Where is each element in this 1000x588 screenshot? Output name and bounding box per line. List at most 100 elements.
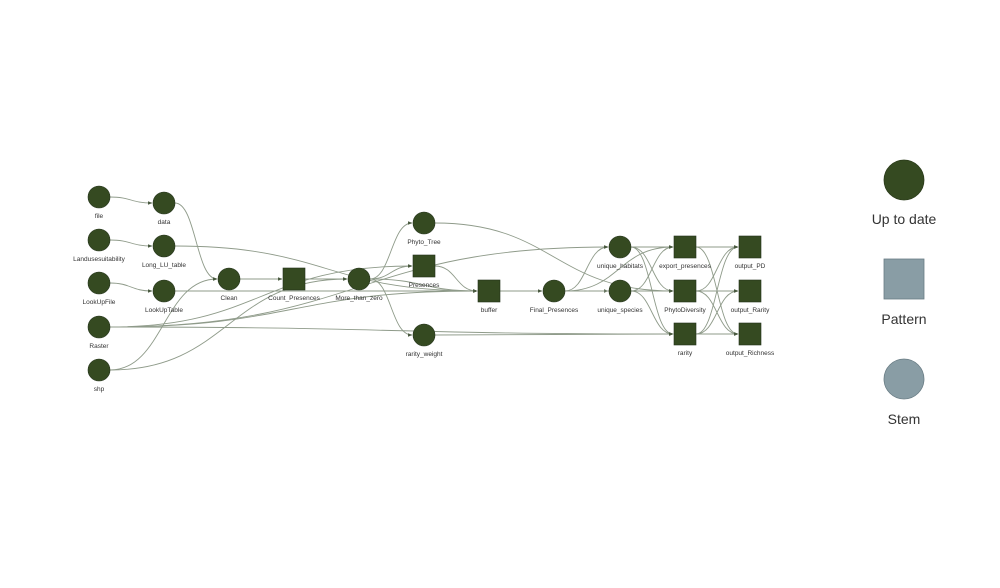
edge-Final_Presences-to-export_presences xyxy=(564,245,674,292)
node-label-Phyto_Tree: Phyto_Tree xyxy=(407,239,441,246)
node-label-Landusesuitability: Landusesuitability xyxy=(73,256,125,263)
node-output_Richness[interactable]: output_Richness xyxy=(726,322,775,357)
node-shape-LookUpFile[interactable] xyxy=(87,271,111,295)
edge-PhytoDiversity-to-output_PD xyxy=(695,245,739,292)
node-shape-rarity[interactable] xyxy=(673,322,697,346)
node-label-output_PD: output_PD xyxy=(735,263,766,270)
node-label-rarity_weight: rarity_weight xyxy=(406,351,443,358)
node-shape-Landusesuitability[interactable] xyxy=(87,228,111,252)
node-shape-export_presences[interactable] xyxy=(673,235,697,259)
edge-More_than_zero-to-buffer xyxy=(369,278,478,293)
node-label-Raster: Raster xyxy=(89,343,109,350)
node-label-PhytoDiversity: PhytoDiversity xyxy=(664,307,706,314)
node-Count_Presences[interactable]: Count_Presences xyxy=(268,267,321,302)
node-shape-data[interactable] xyxy=(152,191,176,215)
node-buffer[interactable]: buffer xyxy=(477,279,501,314)
node-label-Clean: Clean xyxy=(221,295,238,302)
edge-unique_species-to-rarity xyxy=(630,290,674,336)
edge-Landusesuitability-to-Long_LU_table xyxy=(109,239,153,248)
node-shape-rarity_weight[interactable] xyxy=(412,323,436,347)
edge-unique_habitats-to-rarity xyxy=(630,246,674,336)
node-Clean[interactable]: Clean xyxy=(217,267,241,302)
node-label-unique_habitats: unique_habitats xyxy=(597,263,644,270)
node-rarity[interactable]: rarity xyxy=(673,322,697,357)
node-data[interactable]: data xyxy=(152,191,176,226)
node-label-Long_LU_table: Long_LU_table xyxy=(142,262,186,269)
edge-shp-to-More_than_zero xyxy=(109,277,348,371)
node-output_PD[interactable]: output_PD xyxy=(735,235,766,270)
node-label-shp: shp xyxy=(94,386,105,393)
node-rarity_weight[interactable]: rarity_weight xyxy=(406,323,443,358)
node-Raster[interactable]: Raster xyxy=(87,315,111,350)
node-Phyto_Tree[interactable]: Phyto_Tree xyxy=(407,211,441,246)
node-shape-unique_species[interactable] xyxy=(608,279,632,303)
node-label-rarity: rarity xyxy=(678,350,693,357)
node-LookUpTable[interactable]: LookUpTable xyxy=(145,279,183,314)
edge-Long_LU_table-to-buffer xyxy=(174,245,478,293)
node-label-export_presences: export_presences xyxy=(659,263,711,270)
node-More_than_zero[interactable]: More_than_zero xyxy=(335,267,383,302)
node-shape-buffer[interactable] xyxy=(477,279,501,303)
node-label-LookUpFile: LookUpFile xyxy=(83,299,116,306)
legend-stem-swatch xyxy=(883,358,925,400)
node-label-More_than_zero: More_than_zero xyxy=(335,295,383,302)
node-shape-LookUpTable[interactable] xyxy=(152,279,176,303)
edge-export_presences-to-output_Richness xyxy=(695,246,739,336)
edge-shp-to-Clean xyxy=(109,277,218,371)
node-label-output_Richness: output_Richness xyxy=(726,350,775,357)
node-label-Count_Presences: Count_Presences xyxy=(268,295,320,302)
node-shape-More_than_zero[interactable] xyxy=(347,267,371,291)
node-shape-file[interactable] xyxy=(87,185,111,209)
legend-up-to-date-swatch xyxy=(883,159,925,201)
node-label-data: data xyxy=(158,219,171,226)
node-shape-Count_Presences[interactable] xyxy=(282,267,306,291)
edge-data-to-Clean xyxy=(174,202,218,281)
legend-pattern-swatch xyxy=(883,258,925,300)
node-shape-output_PD[interactable] xyxy=(738,235,762,259)
node-shape-Raster[interactable] xyxy=(87,315,111,339)
node-shape-unique_habitats[interactable] xyxy=(608,235,632,259)
node-shape-shp[interactable] xyxy=(87,358,111,382)
legend-stem-label: Stem xyxy=(888,411,921,427)
node-unique_habitats[interactable]: unique_habitats xyxy=(597,235,644,270)
edge-rarity_weight-to-rarity xyxy=(434,332,674,336)
node-export_presences[interactable]: export_presences xyxy=(659,235,712,270)
node-shape-Phyto_Tree[interactable] xyxy=(412,211,436,235)
node-label-Presences: Presences xyxy=(409,282,440,289)
node-shape-Clean[interactable] xyxy=(217,267,241,291)
node-PhytoDiversity[interactable]: PhytoDiversity xyxy=(664,279,707,314)
edge-Final_Presences-to-unique_habitats xyxy=(564,245,609,292)
legend-up-to-date-label: Up to date xyxy=(872,211,937,227)
node-LookUpFile[interactable]: LookUpFile xyxy=(83,271,116,306)
node-shape-Final_Presences[interactable] xyxy=(542,279,566,303)
edge-More_than_zero-to-Phyto_Tree xyxy=(369,221,413,280)
edge-file-to-data xyxy=(109,196,153,205)
node-label-file: file xyxy=(95,213,104,220)
node-Final_Presences[interactable]: Final_Presences xyxy=(530,279,579,314)
node-Long_LU_table[interactable]: Long_LU_table xyxy=(142,234,186,269)
node-Presences[interactable]: Presences xyxy=(409,254,440,289)
node-label-unique_species: unique_species xyxy=(597,307,643,314)
node-shape-Long_LU_table[interactable] xyxy=(152,234,176,258)
node-label-LookUpTable: LookUpTable xyxy=(145,307,183,314)
node-output_Rarity[interactable]: output_Rarity xyxy=(731,279,770,314)
node-shape-Presences[interactable] xyxy=(412,254,436,278)
edge-LookUpFile-to-LookUpTable xyxy=(109,282,153,293)
edge-unique_species-to-export_presences xyxy=(630,245,674,292)
node-label-Final_Presences: Final_Presences xyxy=(530,307,579,314)
node-label-output_Rarity: output_Rarity xyxy=(731,307,770,314)
node-file[interactable]: file xyxy=(87,185,111,220)
edge-More_than_zero-to-rarity_weight xyxy=(369,278,413,337)
edge-rarity-to-output_Rarity xyxy=(695,289,739,335)
node-shp[interactable]: shp xyxy=(87,358,111,393)
node-shape-output_Rarity[interactable] xyxy=(738,279,762,303)
node-shape-output_Richness[interactable] xyxy=(738,322,762,346)
legend: Up to date Pattern Stem xyxy=(872,159,937,427)
edge-Raster-to-rarity xyxy=(109,326,674,336)
edge-Phyto_Tree-to-PhytoDiversity xyxy=(434,222,674,293)
legend-pattern-label: Pattern xyxy=(881,311,926,327)
node-shape-PhytoDiversity[interactable] xyxy=(673,279,697,303)
node-Landusesuitability[interactable]: Landusesuitability xyxy=(73,228,126,263)
node-unique_species[interactable]: unique_species xyxy=(597,279,643,314)
